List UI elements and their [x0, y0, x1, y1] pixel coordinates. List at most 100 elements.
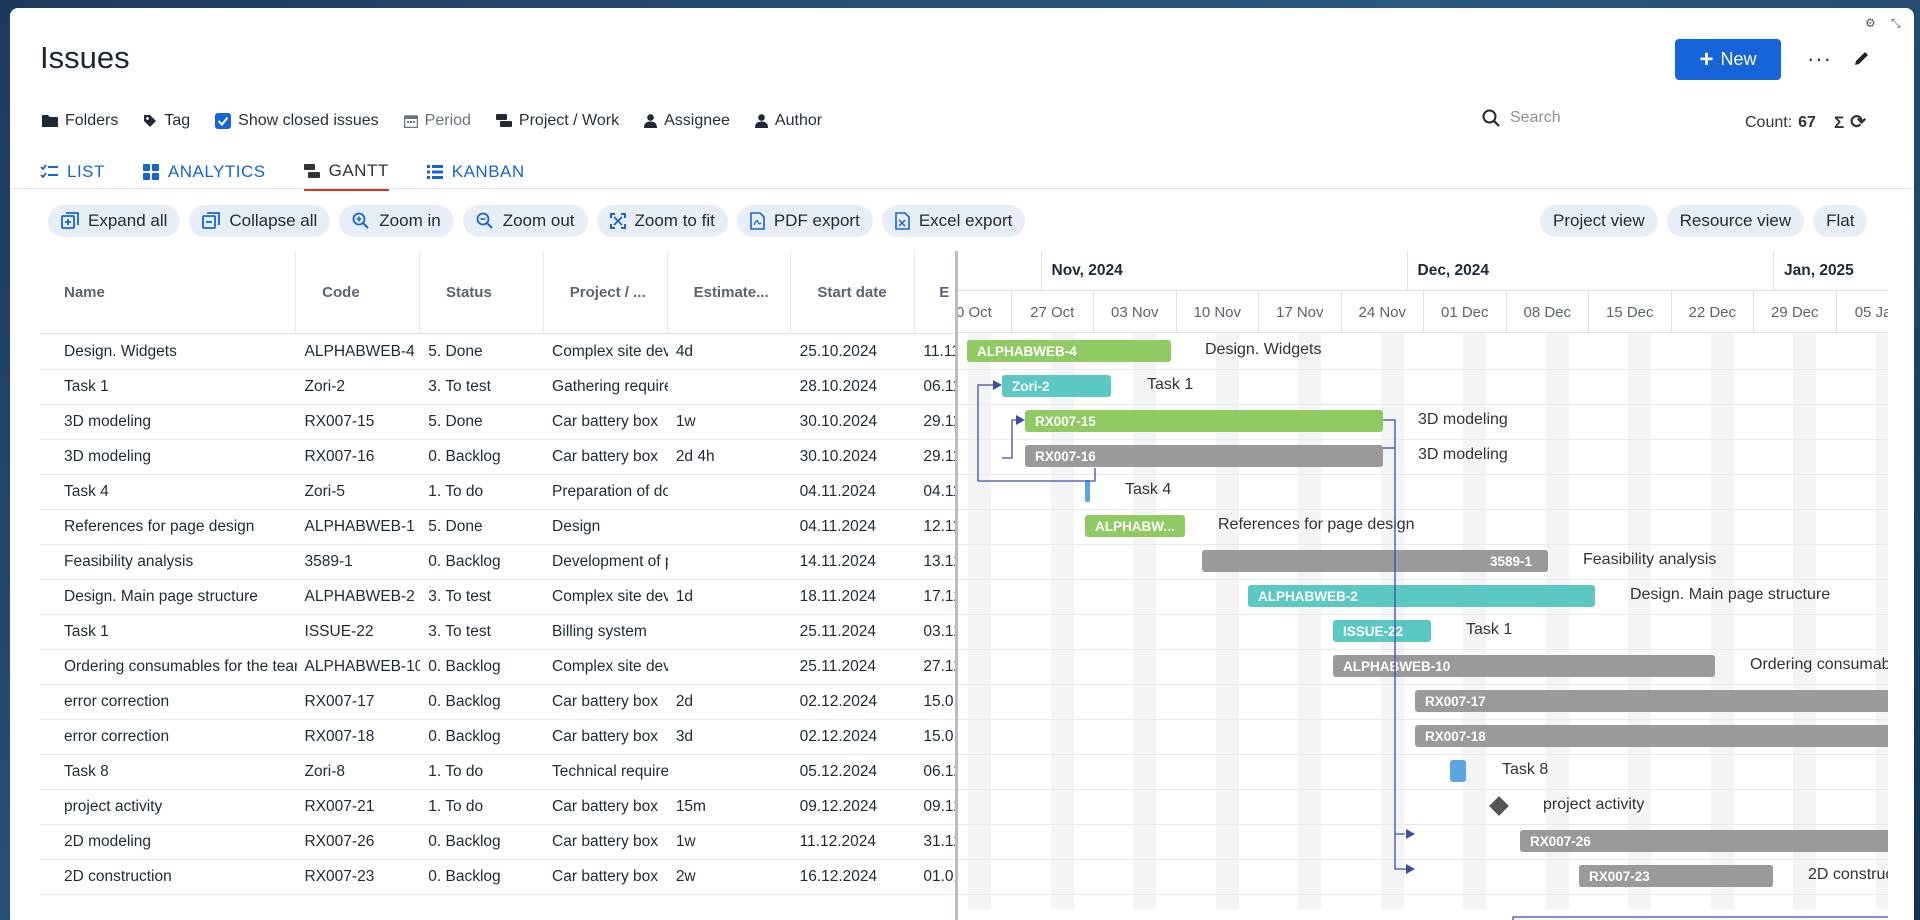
- table-row[interactable]: Task 1 Zori-2 3. To test Gathering requirem…: [40, 370, 955, 405]
- tab-gantt[interactable]: GANTT: [303, 153, 389, 191]
- column-header-status[interactable]: Status: [420, 251, 544, 334]
- gantt-bar[interactable]: RX007-16: [1025, 445, 1383, 467]
- gantt-bar[interactable]: RX007-23: [1579, 865, 1773, 887]
- collapse-icon: [202, 212, 221, 229]
- dependency-line: [977, 384, 1096, 482]
- gantt-bar[interactable]: RX007-26: [1520, 830, 1888, 852]
- column-header-project[interactable]: Project / ...: [544, 251, 668, 334]
- gantt-bar[interactable]: 3589-1: [1202, 550, 1548, 572]
- refresh-icon[interactable]: ⟳: [1850, 112, 1867, 133]
- more-options-icon[interactable]: ···: [1807, 46, 1832, 71]
- gantt-bar[interactable]: RX007-18: [1415, 725, 1888, 747]
- expand-all-button[interactable]: Expand all: [48, 205, 181, 237]
- table-cell: 1w: [675, 413, 696, 430]
- filter-assignee[interactable]: Assignee: [644, 112, 730, 130]
- issues-grid: Name Code Status Project / ... Estimate.…: [40, 251, 955, 901]
- table-cell: Zori-8: [304, 763, 345, 780]
- flat-view-button[interactable]: Flat: [1813, 205, 1868, 237]
- table-cell: error correction: [64, 728, 170, 745]
- row-divider: [958, 754, 1888, 755]
- filter-show-closed[interactable]: Show closed issues: [215, 112, 379, 130]
- table-cell: RX007-26: [304, 833, 375, 850]
- table-cell: 0. Backlog: [428, 868, 501, 885]
- table-row[interactable]: Task 4 Zori-5 1. To do Preparation of docum…: [40, 475, 955, 510]
- pdf-export-button[interactable]: PDF export: [736, 205, 873, 237]
- filter-author[interactable]: Author: [754, 112, 822, 130]
- table-cell: 2d 4h: [675, 448, 715, 465]
- zoom-in-button[interactable]: Zoom in: [339, 205, 454, 237]
- tab-analytics[interactable]: ANALYTICS: [142, 153, 266, 191]
- table-row[interactable]: 2D construction RX007-23 0. Backlog Car bat…: [40, 860, 955, 895]
- tab-kanban[interactable]: KANBAN: [426, 153, 525, 191]
- table-cell: Development of project: [552, 553, 668, 570]
- table-row[interactable]: Ordering consumables for the team ALPHABW…: [40, 650, 955, 685]
- tag-icon: [144, 115, 157, 127]
- table-row[interactable]: Task 8 Zori-8 1. To do Technical requiremen…: [40, 755, 955, 790]
- settings-icon[interactable]: ⚙: [1865, 16, 1876, 30]
- gantt-bar[interactable]: ALPHABW...: [1085, 515, 1185, 537]
- table-cell: 1d: [675, 588, 694, 605]
- table-cell: 31.12.2024: [923, 833, 955, 850]
- column-header-code[interactable]: Code: [296, 251, 420, 334]
- table-cell: Task 4: [64, 483, 109, 500]
- column-header-estimate[interactable]: Estimate...: [668, 251, 792, 334]
- table-row[interactable]: Design. Widgets ALPHABWEB-4 5. Done Complex…: [40, 335, 955, 370]
- pane-splitter[interactable]: [955, 251, 958, 920]
- sum-icon[interactable]: Σ: [1833, 112, 1845, 132]
- filter-period[interactable]: Period: [403, 112, 471, 130]
- table-row[interactable]: 3D modeling RX007-16 0. Backlog Car battery…: [40, 440, 955, 475]
- column-header-start-date[interactable]: Start date: [791, 251, 916, 334]
- table-cell: Billing system: [552, 623, 647, 640]
- excel-export-button[interactable]: Excel export: [881, 205, 1026, 237]
- resource-view-button[interactable]: Resource view: [1666, 205, 1805, 237]
- zoom-to-fit-button[interactable]: Zoom to fit: [596, 205, 728, 237]
- table-row[interactable]: Feasibility analysis 3589-1 0. Backlog Deve…: [40, 545, 955, 580]
- table-row[interactable]: 3D modeling RX007-15 5. Done Car battery bo…: [40, 405, 955, 440]
- gantt-bar[interactable]: ALPHABWEB-2: [1248, 585, 1595, 607]
- week-label: 29 Dec: [1753, 291, 1836, 333]
- row-divider: [958, 894, 1888, 895]
- gantt-bar[interactable]: Zori-2: [1002, 375, 1111, 397]
- week-label: 03 Nov: [1093, 291, 1176, 333]
- table-row[interactable]: Design. Main page structure ALPHABWEB-2 3.…: [40, 580, 955, 615]
- table-row[interactable]: 2D modeling RX007-26 0. Backlog Car battery…: [40, 825, 955, 860]
- new-button[interactable]: + New: [1675, 39, 1781, 80]
- table-cell: 11.11.2024: [923, 343, 955, 360]
- filter-tag[interactable]: Tag: [143, 112, 190, 130]
- filter-project-work[interactable]: Project / Work: [495, 112, 619, 130]
- toolbar-label: Excel export: [918, 211, 1013, 230]
- table-cell: 0. Backlog: [428, 553, 501, 570]
- column-header-end-date[interactable]: E: [939, 284, 950, 301]
- search-input[interactable]: Search: [1510, 109, 1561, 126]
- gantt-bar[interactable]: ALPHABWEB-4: [967, 340, 1171, 362]
- gantt-bar[interactable]: RX007-17: [1415, 690, 1888, 712]
- edit-pencil-icon[interactable]: [1852, 48, 1872, 68]
- toolbar-label: Expand all: [88, 211, 168, 230]
- gantt-bar[interactable]: [1450, 760, 1466, 782]
- search-box[interactable]: Search: [1482, 109, 1561, 127]
- table-row[interactable]: error correction RX007-18 0. Backlog Car ba…: [40, 720, 955, 755]
- table-cell: 0. Backlog: [428, 658, 501, 675]
- zoom-out-button[interactable]: Zoom out: [462, 205, 588, 237]
- project-icon: [495, 114, 512, 127]
- week-label: 22 Dec: [1670, 291, 1754, 333]
- gantt-bar-label: Design. Main page structure: [1630, 586, 1831, 603]
- gantt-bar[interactable]: ALPHABWEB-10: [1333, 655, 1715, 677]
- table-cell: Complex site development: [552, 588, 668, 605]
- filter-folders[interactable]: Folders: [42, 112, 118, 130]
- row-divider: [958, 649, 1888, 650]
- table-row[interactable]: error correction RX007-17 0. Backlog Car ba…: [40, 685, 955, 720]
- tab-list[interactable]: LIST: [40, 153, 105, 191]
- collapse-all-button[interactable]: Collapse all: [189, 205, 331, 237]
- project-view-button[interactable]: Project view: [1540, 205, 1658, 237]
- weekend-stripe: [1463, 334, 1486, 909]
- gantt-bar[interactable]: [1085, 480, 1090, 502]
- table-row[interactable]: References for page design ALPHABWEB-1 5. …: [40, 510, 955, 545]
- column-header-name[interactable]: Name: [40, 251, 297, 334]
- gantt-bar[interactable]: RX007-15: [1025, 410, 1383, 432]
- gantt-bar[interactable]: ISSUE-22: [1333, 620, 1431, 642]
- minimize-icon[interactable]: ⤡: [1891, 16, 1901, 30]
- table-cell: Technical requirements: [552, 763, 668, 780]
- table-row[interactable]: Task 1 ISSUE-22 3. To test Billing system 25…: [40, 615, 955, 650]
- table-row[interactable]: project activity RX007-21 1. To do Car batt…: [40, 790, 955, 825]
